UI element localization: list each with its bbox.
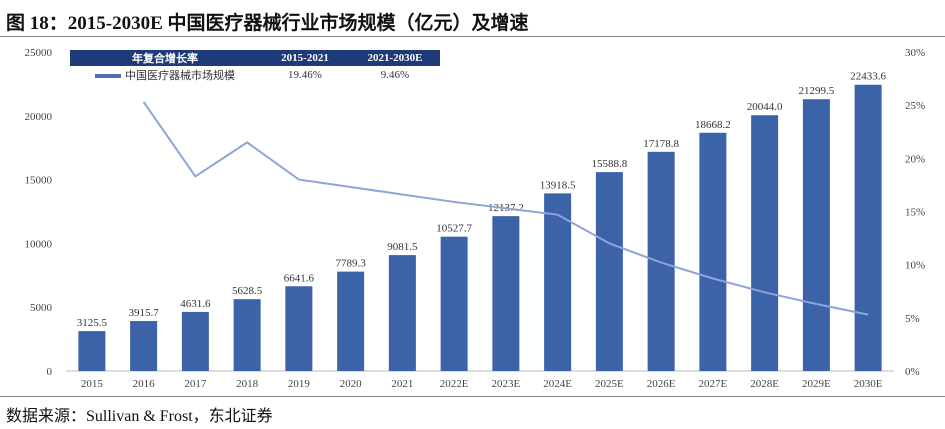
source-note: 数据来源：Sullivan & Frost，东北证券 xyxy=(6,408,273,425)
bar-data-label: 5628.5 xyxy=(232,285,263,297)
bar xyxy=(699,132,727,371)
bar xyxy=(854,84,882,372)
legend-swatch xyxy=(95,74,121,79)
legend-series-name: 中国医疗器械市场规模 xyxy=(125,70,235,82)
header-cagr: 年复合增长率 xyxy=(132,53,198,65)
x-tick-label: 2027E xyxy=(699,378,728,390)
bar xyxy=(388,255,416,371)
source-rule xyxy=(0,396,945,397)
x-tick-label: 2020 xyxy=(340,378,363,390)
bar xyxy=(78,331,106,371)
y-right-tick-label: 25% xyxy=(905,100,925,112)
header-period-2: 2021-2030E xyxy=(367,52,423,64)
bar xyxy=(802,99,830,371)
header-period-1: 2015-2021 xyxy=(281,52,329,64)
x-tick-label: 2021 xyxy=(391,378,413,390)
bar-data-label: 3125.5 xyxy=(77,317,108,329)
y-right-tick-label: 15% xyxy=(905,207,925,219)
bar xyxy=(181,311,209,371)
bar xyxy=(285,286,313,371)
bar-data-label: 9081.5 xyxy=(387,241,418,253)
y-left-tick-label: 20000 xyxy=(25,111,53,123)
y-right-tick-label: 10% xyxy=(905,260,925,272)
bar-data-label: 6641.6 xyxy=(284,272,315,284)
bar-data-label: 13918.5 xyxy=(540,179,576,191)
bar-data-label: 21299.5 xyxy=(799,85,835,97)
bar-data-label: 15588.8 xyxy=(592,158,628,170)
x-tick-label: 2017 xyxy=(184,378,207,390)
y-left-tick-label: 10000 xyxy=(25,238,53,250)
legend-row: 中国医疗器械市场规模 19.46% 9.46% xyxy=(70,66,440,84)
y-right-tick-label: 20% xyxy=(905,153,925,165)
bar-data-label: 22433.6 xyxy=(850,71,886,83)
y-left-tick-label: 15000 xyxy=(25,175,53,187)
x-tick-label: 2029E xyxy=(802,378,831,390)
cagr-1: 19.46% xyxy=(288,69,322,81)
bar xyxy=(337,271,365,371)
bar-data-label: 18668.2 xyxy=(695,119,731,131)
chart-title: 图 18：2015-2030E 中国医疗器械行业市场规模（亿元）及增速 xyxy=(6,13,529,34)
x-tick-label: 2023E xyxy=(492,378,521,390)
x-tick-label: 2025E xyxy=(595,378,624,390)
bar xyxy=(595,172,623,371)
bar-data-label: 4631.6 xyxy=(180,298,211,310)
x-tick-label: 2030E xyxy=(854,378,883,390)
bar xyxy=(492,216,520,371)
y-left-tick-label: 0 xyxy=(47,366,53,378)
x-tick-label: 2018 xyxy=(236,378,259,390)
x-tick-label: 2028E xyxy=(750,378,779,390)
y-right-tick-label: 0% xyxy=(905,366,920,378)
bar-data-label: 7789.3 xyxy=(336,258,367,270)
x-tick-label: 2015 xyxy=(81,378,104,390)
title-rule xyxy=(0,36,945,37)
y-left-tick-label: 25000 xyxy=(25,47,53,59)
y-right-tick-label: 30% xyxy=(905,47,925,59)
bar-data-label: 20044.0 xyxy=(747,101,783,113)
legend-header: 年复合增长率 2015-2021 2021-2030E xyxy=(70,50,440,66)
x-tick-label: 2024E xyxy=(543,378,572,390)
legend-table: 年复合增长率 2015-2021 2021-2030E 中国医疗器械市场规模 1… xyxy=(70,50,440,84)
bar xyxy=(233,299,261,371)
bar-data-label: 10527.7 xyxy=(436,223,472,235)
bar xyxy=(544,193,572,371)
bar xyxy=(440,236,468,371)
bar xyxy=(751,115,779,372)
bar xyxy=(130,321,158,371)
y-left-tick-label: 5000 xyxy=(30,302,53,314)
bar-data-label: 17178.8 xyxy=(643,138,679,150)
x-tick-label: 2019 xyxy=(288,378,311,390)
bar xyxy=(647,151,675,371)
y-right-tick-label: 5% xyxy=(905,313,920,325)
cagr-2: 9.46% xyxy=(380,69,410,81)
x-tick-label: 2026E xyxy=(647,378,676,390)
x-tick-label: 2022E xyxy=(440,378,469,390)
growth-rate-line xyxy=(142,101,869,316)
bar-data-label: 3915.7 xyxy=(129,307,160,319)
x-tick-label: 2016 xyxy=(133,378,156,390)
